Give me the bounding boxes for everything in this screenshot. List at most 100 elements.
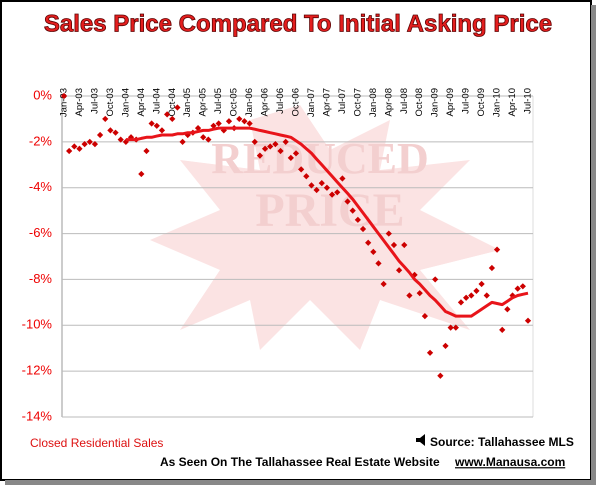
x-tick-label: Jan-04 [120, 88, 131, 117]
data-point [102, 115, 109, 123]
x-tick-label: Apr-09 [445, 88, 456, 117]
data-point [478, 280, 485, 288]
data-point [375, 260, 382, 267]
data-point [483, 292, 490, 299]
data-point [519, 283, 526, 290]
data-point [200, 134, 207, 141]
x-tick-label: Oct-07 [352, 88, 363, 117]
data-point [416, 290, 423, 297]
y-tick-label: -10% [22, 317, 53, 332]
x-tick-label: Jan-06 [244, 88, 255, 117]
x-tick-label: Jul-03 [89, 88, 100, 114]
data-point [488, 264, 496, 272]
x-tick-label: Oct-04 [167, 88, 178, 117]
data-point [225, 118, 233, 125]
x-tick-label: Oct-03 [105, 88, 116, 117]
x-tick-label: Oct-06 [291, 88, 302, 117]
x-tick-label: Apr-05 [198, 88, 209, 117]
x-tick-label: Jan-08 [368, 88, 379, 117]
x-tick-label: Oct-08 [414, 88, 425, 117]
data-point [452, 324, 459, 331]
x-tick-label: Jan-05 [182, 88, 193, 117]
data-point [426, 349, 434, 356]
data-point [406, 292, 413, 299]
source: Source: Tallahassee MLS [430, 435, 574, 449]
data-point [158, 127, 166, 134]
data-point [179, 138, 186, 145]
starburst [150, 105, 500, 350]
chart-title: Sales Price Compared To Initial Asking P… [44, 10, 552, 37]
data-point [457, 299, 465, 306]
data-point [117, 136, 124, 143]
x-tick-label: Jul-05 [213, 88, 224, 114]
data-point [81, 141, 88, 148]
data-point [287, 154, 294, 162]
y-tick-label: -2% [29, 133, 53, 148]
x-tick-label: Jul-06 [275, 88, 286, 114]
data-point [370, 248, 377, 256]
data-point [246, 120, 253, 127]
data-point [437, 372, 444, 379]
data-point [91, 141, 99, 148]
x-tick-label: Jan-03 [59, 88, 70, 117]
data-point [215, 120, 222, 127]
x-tick-label: Apr-08 [383, 88, 394, 117]
x-tick-label: Apr-06 [260, 88, 271, 117]
data-point [344, 198, 351, 205]
x-tick-label: Apr-03 [74, 88, 85, 117]
footnote: Closed Residential Sales [30, 436, 163, 450]
y-tick-label: -4% [29, 179, 53, 194]
data-point [421, 313, 429, 320]
data-point [112, 129, 119, 136]
x-tick-label: Jul-08 [399, 88, 410, 114]
x-tick-label: Jul-10 [523, 88, 534, 114]
y-tick-label: -12% [22, 363, 53, 378]
x-tick-label: Apr-10 [507, 88, 518, 117]
x-tick-label: Jan-09 [430, 88, 441, 117]
x-tick-label: Apr-04 [136, 88, 147, 117]
data-point [76, 145, 83, 152]
x-tick-label: Apr-07 [321, 88, 332, 117]
x-tick-label: Jan-07 [306, 88, 317, 117]
data-point [60, 92, 68, 100]
data-point [463, 294, 470, 301]
data-point [96, 131, 104, 139]
data-point [499, 326, 506, 333]
data-point [473, 287, 480, 295]
data-point [432, 276, 439, 283]
y-tick-label: -14% [22, 408, 53, 423]
data-point [251, 138, 258, 145]
data-point [66, 147, 73, 155]
credit: As Seen On The Tallahassee Real Estate W… [160, 455, 440, 469]
data-point [71, 143, 78, 150]
x-tick-label: Jul-04 [151, 88, 162, 114]
data-point [169, 115, 176, 123]
data-point [148, 120, 155, 127]
data-point [380, 280, 387, 288]
x-tick-label: Jul-09 [461, 88, 472, 114]
speaker-icon [416, 434, 425, 446]
frame-shadow [591, 5, 596, 484]
data-point [447, 324, 454, 331]
data-point [442, 342, 449, 350]
trend-line [125, 126, 529, 318]
website-link[interactable]: www.Manausa.com [454, 455, 565, 469]
data-point [401, 241, 408, 249]
x-tick-label: Jan-10 [492, 88, 503, 117]
watermark: PRICE [255, 184, 404, 237]
x-tick-label: Oct-05 [229, 88, 240, 117]
x-tick-label: Oct-09 [476, 88, 487, 117]
data-point [390, 241, 398, 249]
data-point [107, 127, 114, 134]
data-point [468, 292, 475, 299]
data-point [153, 122, 160, 129]
data-point [143, 147, 150, 155]
data-point [339, 175, 346, 182]
data-point [504, 306, 511, 313]
data-point [163, 111, 171, 118]
data-point [86, 138, 93, 145]
y-tick-label: 0% [33, 87, 52, 102]
data-point [138, 170, 145, 178]
